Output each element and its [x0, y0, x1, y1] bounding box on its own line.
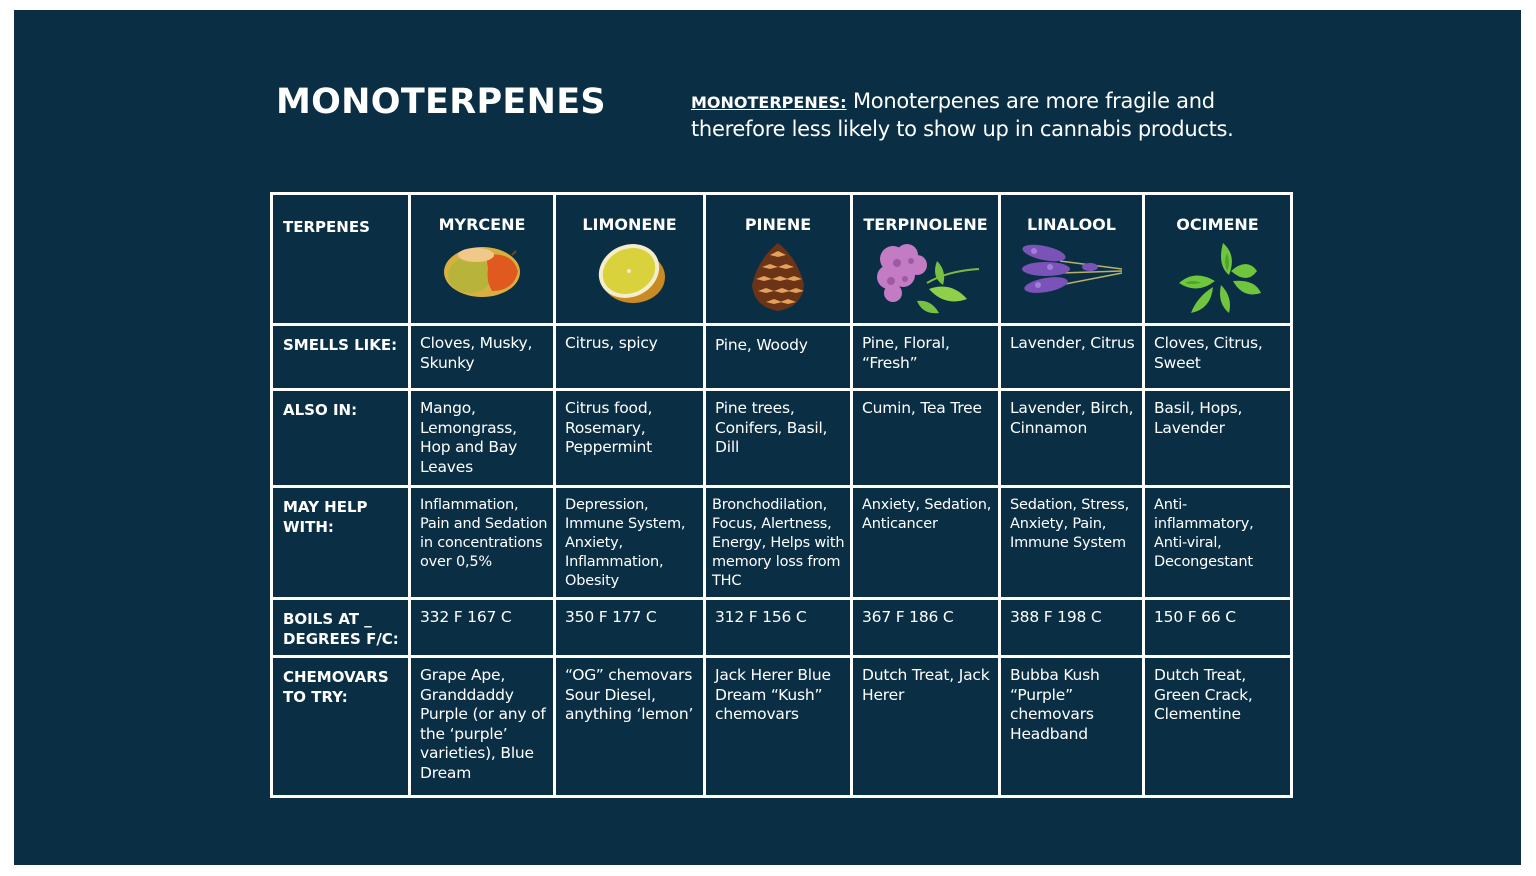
- table-cell: Cloves, Musky, Skunky: [408, 323, 556, 391]
- header-row: TERPENES MYRCENE LIMONENE: [270, 192, 1293, 326]
- table-cell: Pine, Floral, “Fresh”: [850, 323, 1001, 391]
- corner-label: TERPENES: [270, 192, 411, 326]
- table-cell: Citrus food, Rosemary, Peppermint: [553, 388, 706, 488]
- description-lead: MONOTERPENES:: [691, 93, 847, 112]
- lavender-icon: [1021, 244, 1122, 293]
- column-name: LIMONENE: [582, 215, 677, 234]
- description-text: Monoterpenes are more fragile and theref…: [691, 89, 1234, 141]
- column-header-terpinolene: TERPINOLENE: [850, 192, 1001, 326]
- table-cell: Dutch Treat, Green Crack, Clementine: [1142, 655, 1293, 798]
- table-cell: Depression, Immune System, Anxiety, Infl…: [553, 485, 706, 600]
- table-cell: 312 F 156 C: [703, 597, 853, 658]
- table-cell: 332 F 167 C: [408, 597, 556, 658]
- table-cell: Citrus, spicy: [553, 323, 706, 391]
- table-cell: Mango, Lemongrass, Hop and Bay Leaves: [408, 388, 556, 488]
- mango-icon: [444, 247, 520, 297]
- lilac-icon: [876, 244, 979, 314]
- table-row-also-in: ALSO IN: Mango, Lemongrass, Hop and Bay …: [270, 388, 1293, 488]
- column-header-limonene: LIMONENE: [553, 192, 706, 326]
- table-row-may-help-with: MAY HELP WITH: Inflammation, Pain and Se…: [270, 485, 1293, 600]
- table-row-smells-like: SMELLS LIKE: Cloves, Musky, Skunky Citru…: [270, 323, 1293, 391]
- row-label: CHEMOVARS TO TRY:: [270, 655, 411, 798]
- table-cell: Sedation, Stress, Anxiety, Pain, Immune …: [998, 485, 1145, 600]
- table-cell: Cloves, Citrus, Sweet: [1142, 323, 1293, 391]
- table-cell: Bubba Kush “Purple” chemovars Headband: [998, 655, 1145, 798]
- table-cell: Anti-inflammatory, Anti-viral, Decongest…: [1142, 485, 1293, 600]
- column-header-linalool: LINALOOL: [998, 192, 1145, 326]
- table-cell: Dutch Treat, Jack Herer: [850, 655, 1001, 798]
- table-cell: 350 F 177 C: [553, 597, 706, 658]
- table-cell: 388 F 198 C: [998, 597, 1145, 658]
- row-label: MAY HELP WITH:: [270, 485, 411, 600]
- table-cell: Pine, Woody: [703, 323, 853, 391]
- table-cell: Inflammation, Pain and Sedation in conce…: [408, 485, 556, 600]
- column-header-myrcene: MYRCENE: [408, 192, 556, 326]
- table-cell: Basil, Hops, Lavender: [1142, 388, 1293, 488]
- table-cell: Pine trees, Conifers, Basil, Dill: [703, 388, 853, 488]
- row-label: BOILS AT _ DEGREES F/C:: [270, 597, 411, 658]
- table-cell: Grape Ape, Granddaddy Purple (or any of …: [408, 655, 556, 798]
- basil-icon: [1178, 243, 1261, 313]
- pinecone-icon: [752, 243, 804, 311]
- column-name: TERPINOLENE: [863, 215, 988, 234]
- table-row-chemovars: CHEMOVARS TO TRY: Grape Ape, Granddaddy …: [270, 655, 1293, 798]
- column-name: LINALOOL: [1027, 215, 1116, 234]
- slide: MONOTERPENES MONOTERPENES: Monoterpenes …: [14, 10, 1521, 865]
- table-cell: 150 F 66 C: [1142, 597, 1293, 658]
- table-cell: Jack Herer Blue Dream “Kush” chemovars: [703, 655, 853, 798]
- lemon-icon: [598, 244, 665, 303]
- table-cell: 367 F 186 C: [850, 597, 1001, 658]
- table-cell: Lavender, Citrus: [998, 323, 1145, 391]
- page-title: MONOTERPENES: [276, 82, 606, 122]
- table-cell: “OG” chemovars Sour Diesel, anything ‘le…: [553, 655, 706, 798]
- table-cell: Bronchodilation, Focus, Alertness, Energ…: [703, 485, 853, 600]
- table-cell: Cumin, Tea Tree: [850, 388, 1001, 488]
- column-header-pinene: PINENE: [703, 192, 853, 326]
- column-name: OCIMENE: [1176, 215, 1259, 234]
- column-name: MYRCENE: [438, 215, 526, 234]
- row-label: SMELLS LIKE:: [270, 323, 411, 391]
- row-label: ALSO IN:: [270, 388, 411, 488]
- column-name: PINENE: [744, 215, 812, 234]
- terpene-table: TERPENES MYRCENE LIMONENE: [270, 192, 1293, 798]
- table-row-boils-at: BOILS AT _ DEGREES F/C: 332 F 167 C 350 …: [270, 597, 1293, 658]
- table-cell: Anxiety, Sedation, Anticancer: [850, 485, 1001, 600]
- column-header-ocimene: OCIMENE: [1142, 192, 1293, 326]
- description: MONOTERPENES: Monoterpenes are more frag…: [691, 88, 1311, 143]
- table-cell: Lavender, Birch, Cinnamon: [998, 388, 1145, 488]
